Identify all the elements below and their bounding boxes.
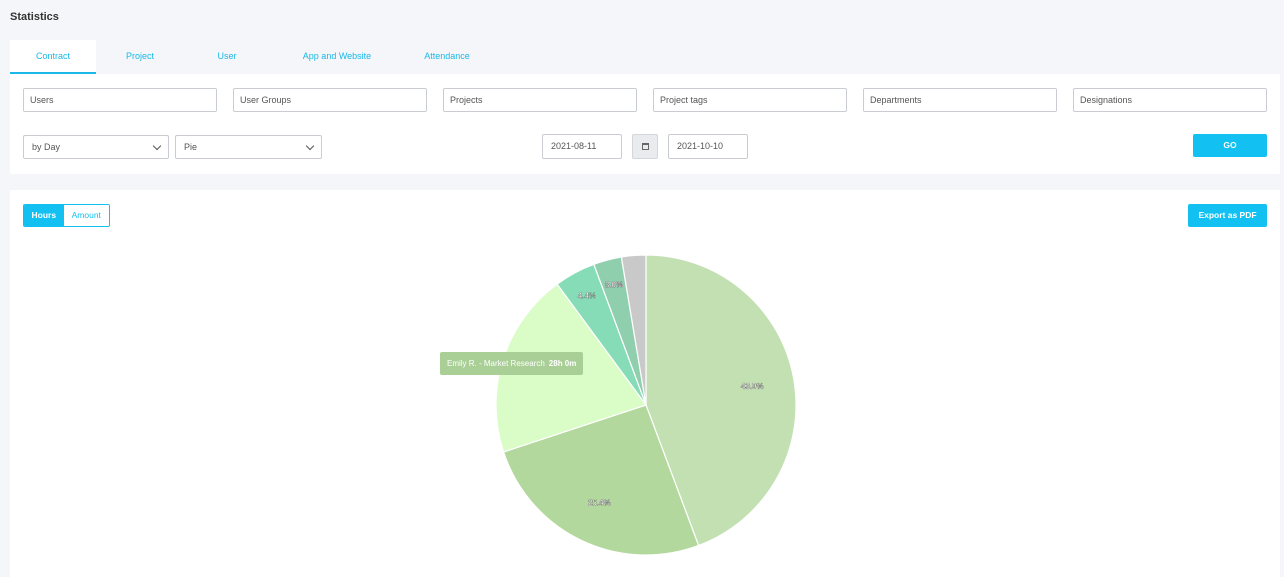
date-from-input[interactable]: 2021-08-11 bbox=[542, 134, 622, 159]
pie-chart: 43.9% 25.4% 4.4% 3.0% bbox=[495, 254, 797, 556]
tab-contract[interactable]: Contract bbox=[10, 40, 96, 74]
designations-filter[interactable]: Designations bbox=[1073, 88, 1267, 112]
tab-user[interactable]: User bbox=[217, 51, 237, 61]
chart-panel: Hours Amount Export as PDF 43.9% 25.4% 4.4… bbox=[10, 190, 1280, 577]
pie-slice-label: 4.4% bbox=[578, 291, 596, 300]
users-filter[interactable]: Users bbox=[23, 88, 217, 112]
pie-slice-label: 25.4% bbox=[588, 498, 611, 507]
tab-app-and-website[interactable]: App and Website bbox=[302, 51, 372, 61]
pie-slice-label: 3.0% bbox=[605, 281, 623, 290]
projects-filter[interactable]: Projects bbox=[443, 88, 637, 112]
go-button[interactable]: GO bbox=[1193, 134, 1267, 157]
chart-tooltip: Emily R. - Market Research 28h 0m bbox=[440, 352, 584, 375]
tab-attendance[interactable]: Attendance bbox=[424, 51, 470, 61]
hours-toggle-button[interactable]: Hours bbox=[24, 205, 64, 226]
chevron-down-icon bbox=[152, 141, 162, 151]
chart-type-select[interactable]: Pie bbox=[175, 135, 322, 159]
project-tags-filter[interactable]: Project tags bbox=[653, 88, 847, 112]
pie-slice-1[interactable] bbox=[502, 404, 700, 556]
amount-toggle-button[interactable]: Amount bbox=[63, 205, 109, 226]
chart-type-select-value: Pie bbox=[184, 142, 198, 152]
chevron-down-icon bbox=[305, 141, 315, 151]
page-title: Statistics bbox=[10, 11, 59, 23]
period-select-value: by Day bbox=[32, 142, 61, 152]
user-groups-filter[interactable]: User Groups bbox=[233, 88, 427, 112]
tab-project[interactable]: Project bbox=[125, 51, 154, 61]
export-pdf-button[interactable]: Export as PDF bbox=[1188, 204, 1267, 227]
calendar-icon bbox=[642, 143, 649, 150]
calendar-button[interactable] bbox=[632, 134, 658, 159]
period-select[interactable]: by Day bbox=[23, 135, 169, 159]
pie-slice-5[interactable] bbox=[620, 254, 647, 406]
filter-panel: Contract Project User App and Website At… bbox=[10, 40, 1280, 174]
metric-toggle: Hours Amount bbox=[23, 204, 110, 227]
tooltip-label: Emily R. - Market Research bbox=[447, 359, 545, 368]
tabs-background bbox=[96, 40, 1280, 74]
tooltip-value: 28h 0m bbox=[548, 359, 577, 368]
departments-filter[interactable]: Departments bbox=[863, 88, 1057, 112]
pie-slice-0[interactable] bbox=[645, 254, 797, 547]
date-to-input[interactable]: 2021-10-10 bbox=[668, 134, 748, 159]
pie-slice-label: 43.9% bbox=[741, 382, 764, 391]
tab-bar: Contract Project User App and Website At… bbox=[10, 40, 490, 74]
